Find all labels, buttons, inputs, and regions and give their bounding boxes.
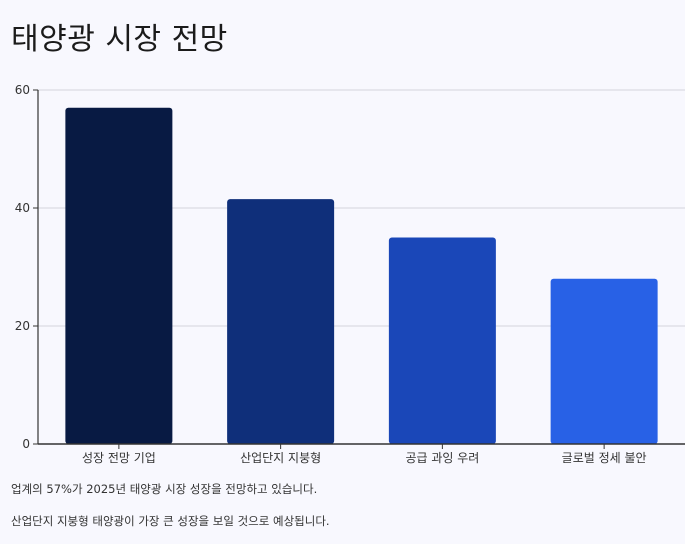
- y-tick-label: 0: [22, 437, 30, 451]
- x-tick-label: 성장 전망 기업: [82, 451, 156, 465]
- y-axis: 0 20 40 60: [15, 83, 39, 451]
- note-growth-outlook: 업계의 57%가 2025년 태양광 시장 성장을 전망하고 있습니다.: [11, 482, 318, 496]
- x-tick-label: 글로벌 정세 불안: [562, 451, 647, 465]
- x-tick-label: 공급 과잉 우려: [405, 451, 479, 465]
- x-axis: 성장 전망 기업 산업단지 지붕형 공급 과잉 우려 글로벌 정세 불안: [38, 443, 685, 465]
- note-rooftop-growth: 산업단지 지붕형 태양광이 가장 큰 성장을 보일 것으로 예상됩니다.: [11, 514, 330, 528]
- page-title: 태양광 시장 전망: [11, 22, 228, 57]
- y-tick-label: 40: [15, 201, 30, 215]
- y-tick-label: 60: [15, 83, 30, 97]
- bars: [65, 107, 658, 444]
- x-tick-label: 산업단지 지붕형: [240, 451, 321, 465]
- bar: [227, 199, 335, 444]
- bar: [388, 237, 496, 444]
- bar-chart: 0 20 40 60 성장 전망 기업 산업단지 지붕형 공급 과잉 우려 글로벌 정세 불…: [15, 83, 685, 465]
- y-tick-label: 20: [15, 319, 30, 333]
- bar: [65, 107, 173, 444]
- bar: [550, 278, 658, 444]
